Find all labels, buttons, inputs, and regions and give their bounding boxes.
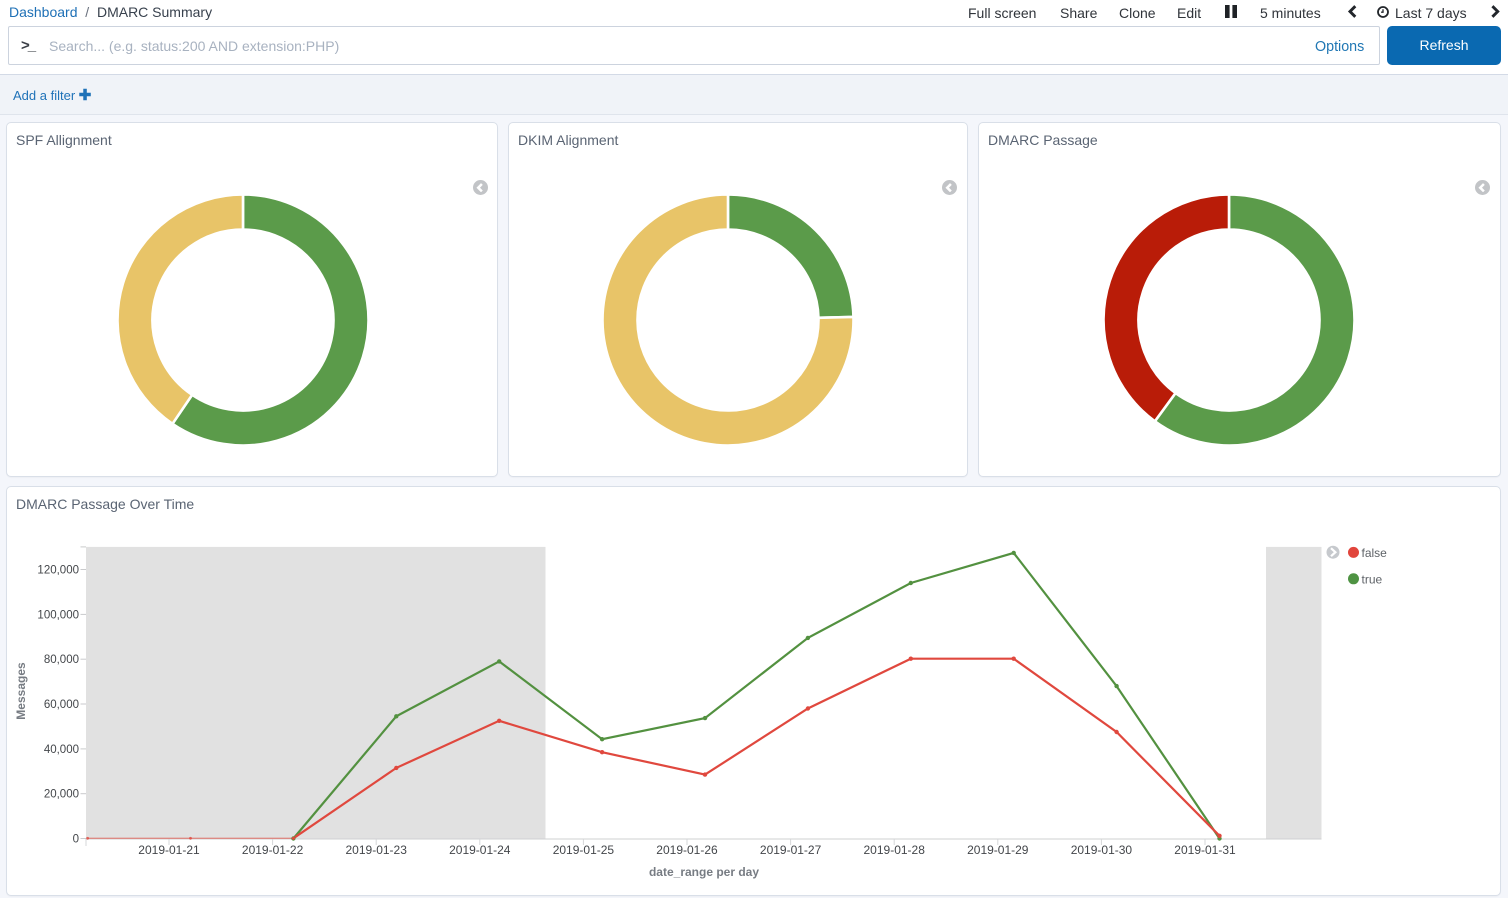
svg-text:false: false	[1362, 546, 1388, 560]
svg-text:2019-01-23: 2019-01-23	[346, 843, 408, 857]
svg-text:2019-01-24: 2019-01-24	[449, 843, 511, 857]
svg-text:Messages: Messages	[14, 662, 28, 720]
svg-text:2019-01-22: 2019-01-22	[242, 843, 304, 857]
svg-text:2019-01-27: 2019-01-27	[760, 843, 822, 857]
svg-text:0: 0	[73, 834, 79, 846]
svg-text:date_range per day: date_range per day	[649, 865, 759, 879]
svg-text:true: true	[1362, 572, 1383, 586]
svg-text:2019-01-26: 2019-01-26	[656, 843, 718, 857]
svg-text:2019-01-28: 2019-01-28	[864, 843, 926, 857]
svg-text:2019-01-31: 2019-01-31	[1174, 843, 1236, 857]
svg-text:2019-01-21: 2019-01-21	[138, 843, 200, 857]
svg-text:120,000: 120,000	[37, 565, 79, 577]
svg-text:100,000: 100,000	[37, 609, 79, 621]
svg-text:40,000: 40,000	[44, 744, 79, 756]
svg-text:60,000: 60,000	[44, 699, 79, 711]
svg-text:80,000: 80,000	[44, 654, 79, 666]
svg-text:2019-01-30: 2019-01-30	[1071, 843, 1133, 857]
svg-text:2019-01-29: 2019-01-29	[967, 843, 1029, 857]
svg-text:20,000: 20,000	[44, 789, 79, 801]
svg-text:2019-01-25: 2019-01-25	[553, 843, 615, 857]
